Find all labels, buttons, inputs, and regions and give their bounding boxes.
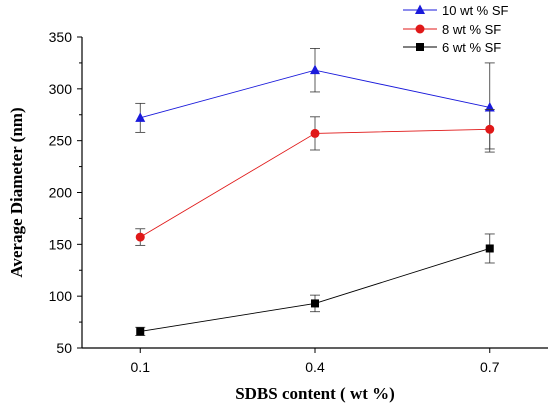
series-line — [140, 248, 490, 332]
series-layer — [135, 48, 495, 336]
x-tick-label: 0.1 — [131, 359, 151, 375]
legend-item: 10 wt % SF — [403, 3, 509, 18]
y-tick-label: 150 — [49, 236, 73, 252]
series-circle — [135, 109, 495, 246]
data-point — [135, 232, 145, 242]
series-square — [135, 233, 495, 336]
x-axis: 0.1 0.4 0.7 — [131, 348, 500, 375]
data-point — [311, 299, 319, 308]
legend-marker — [415, 4, 425, 14]
y-tick-label: 300 — [49, 81, 73, 97]
data-point — [310, 64, 320, 75]
x-tick-label: 0.4 — [305, 359, 325, 375]
x-axis-title: SDBS content ( wt %) — [235, 384, 395, 403]
y-tick-label: 200 — [49, 185, 73, 201]
y-axis: 50 100 150 200 250 300 350 — [49, 29, 82, 356]
legend-item: 6 wt % SF — [403, 40, 501, 55]
y-axis-title: Average Diameter (nm) — [7, 107, 26, 277]
y-tick-label: 50 — [56, 340, 72, 356]
x-tick-label: 0.7 — [480, 359, 500, 375]
legend-label: 6 wt % SF — [442, 40, 501, 55]
legend-item: 8 wt % SF — [403, 22, 501, 37]
data-point — [484, 101, 495, 112]
y-tick-label: 350 — [49, 29, 73, 45]
data-point — [485, 124, 495, 134]
series-triangle — [135, 48, 495, 153]
data-point — [136, 327, 145, 336]
legend: 10 wt % SF 8 wt % SF 6 wt % SF — [403, 3, 509, 55]
legend-label: 8 wt % SF — [442, 22, 501, 37]
data-point — [485, 244, 494, 253]
y-tick-label: 250 — [49, 133, 73, 149]
data-point — [310, 128, 320, 138]
data-point — [135, 112, 146, 122]
legend-marker — [415, 24, 425, 34]
legend-label: 10 wt % SF — [442, 3, 509, 18]
y-tick-label: 100 — [49, 288, 73, 304]
legend-marker — [416, 43, 424, 51]
